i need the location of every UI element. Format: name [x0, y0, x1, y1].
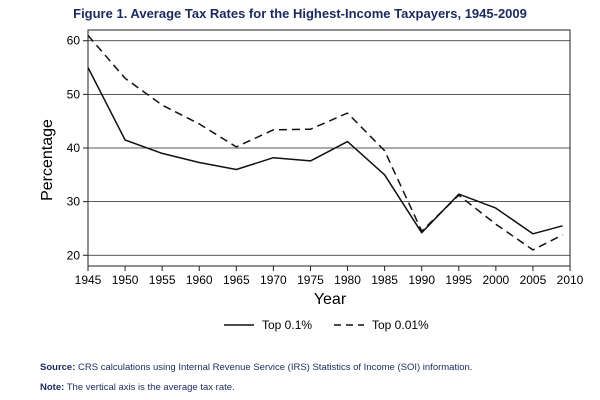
x-tick-label-1970: 1970 [260, 273, 287, 287]
legend-label-top-0-01: Top 0.01% [372, 318, 429, 332]
x-tick-label-1995: 1995 [445, 273, 472, 287]
axis-note: Note: The vertical axis is the average t… [40, 382, 235, 393]
y-tick-label-30: 30 [67, 195, 81, 209]
series-lines [87, 34, 563, 251]
x-tick-label-1960: 1960 [186, 273, 213, 287]
y-axis-label: Percentage [39, 119, 56, 201]
x-tick-label-2010: 2010 [557, 273, 584, 287]
x-tick-labels: 1945 1950 1955 1960 1965 1970 1975 1980 1985 1990… [75, 273, 584, 287]
source-note: Source: CRS calculations using Internal … [40, 362, 472, 373]
legend-label-top-0-1: Top 0.1% [262, 318, 312, 332]
x-tick-label-1980: 1980 [334, 273, 361, 287]
source-text: CRS calculations using Internal Revenue … [78, 362, 473, 373]
chart-title: Figure 1. Average Tax Rates for the High… [73, 6, 527, 21]
x-axis-label: Year [314, 291, 347, 308]
x-tick-label-2000: 2000 [482, 273, 509, 287]
note-text: The vertical axis is the average tax rat… [66, 382, 235, 393]
legend: Top 0.1% Top 0.01% [224, 318, 429, 332]
x-tick-label-1985: 1985 [371, 273, 398, 287]
series-line-top-0-01 [87, 34, 563, 251]
series-line-top-0-1 [87, 67, 563, 235]
x-tick-label-1950: 1950 [112, 273, 139, 287]
x-tick-label-1955: 1955 [149, 273, 176, 287]
y-tick-label-20: 20 [67, 248, 81, 262]
source-label: Source: [40, 362, 76, 373]
note-label: Note: [40, 382, 65, 393]
gridlines [83, 40, 571, 271]
x-tick-label-1990: 1990 [408, 273, 435, 287]
x-tick-label-1965: 1965 [223, 273, 250, 287]
y-tick-label-40: 40 [67, 141, 81, 155]
y-tick-label-60: 60 [67, 34, 81, 48]
x-tick-label-2005: 2005 [520, 273, 547, 287]
y-tick-labels: 20 30 40 50 60 [67, 34, 81, 263]
y-tick-label-50: 50 [67, 87, 81, 101]
x-tick-label-1975: 1975 [297, 273, 324, 287]
x-tick-label-1945: 1945 [75, 273, 102, 287]
